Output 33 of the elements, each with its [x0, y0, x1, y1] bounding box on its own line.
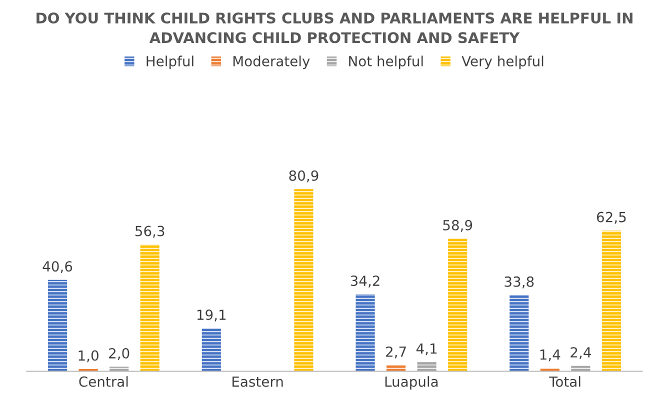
bar [356, 294, 375, 372]
bar [386, 365, 406, 372]
x-tick-label: Central [79, 376, 128, 387]
data-label: 1,4 [540, 350, 560, 362]
x-tick-label: Total [549, 376, 580, 387]
legend-label: Helpful [146, 56, 194, 70]
data-label: 34,2 [350, 276, 380, 288]
data-label: 80,9 [289, 170, 318, 182]
bar [510, 295, 529, 372]
bar [294, 189, 314, 372]
data-label: 58,9 [443, 220, 472, 232]
data-label: 62,5 [596, 212, 626, 224]
bar [140, 244, 160, 372]
bar [602, 230, 622, 372]
data-label: 4,1 [416, 343, 437, 356]
bar [48, 280, 68, 372]
bar [448, 238, 468, 372]
data-label: 2,7 [386, 346, 406, 358]
data-label: 56,3 [135, 226, 164, 238]
data-label: 33,8 [504, 276, 534, 288]
bar [417, 362, 436, 372]
data-label: 1,0 [78, 350, 98, 362]
data-label: 19,1 [197, 310, 226, 322]
data-label: 40,6 [42, 261, 72, 274]
chart-title: DO YOU THINK CHILD RIGHTS CLUBS AND PARLIAMENTS ARE HELPFUL IN ADVANCING CHILD PROTECTION AND SAFETY [36, 12, 632, 44]
x-tick-label: Luapula [385, 376, 438, 390]
data-label: 2,4 [570, 347, 591, 360]
bar [202, 328, 221, 372]
legend-label: Very helpful [462, 56, 544, 70]
legend-label: Moderately [233, 56, 310, 70]
x-tick-label: Eastern [232, 376, 283, 387]
legend-label: Not helpful [349, 56, 423, 70]
data-label: 2,0 [109, 348, 130, 360]
